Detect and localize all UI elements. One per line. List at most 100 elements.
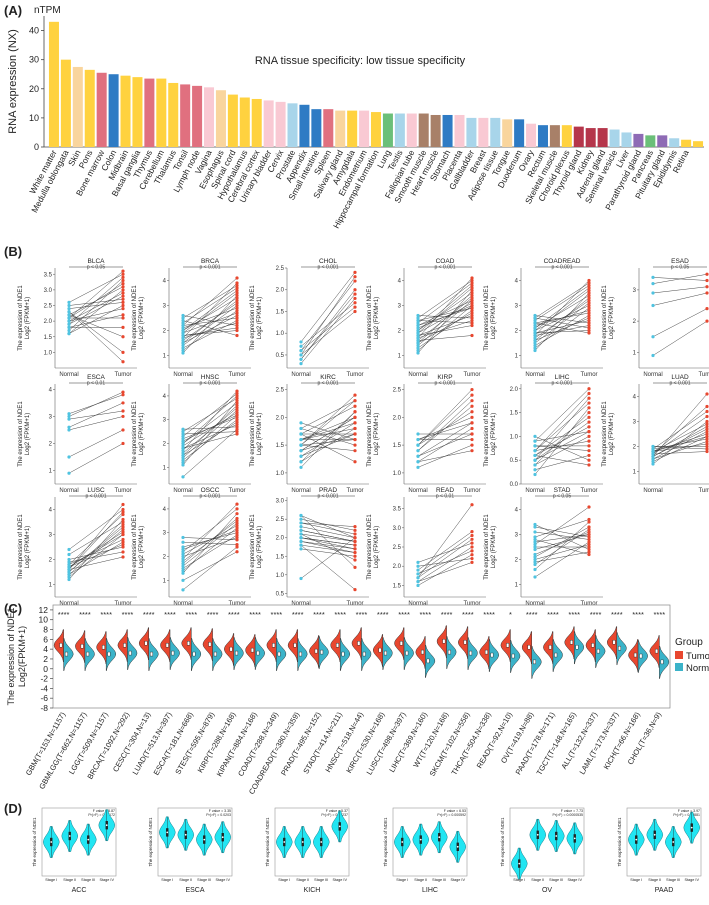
pair-line (68, 416, 124, 431)
paired-ytick-label: 1 (163, 465, 167, 471)
pvalue-label: p < 0.001 (435, 265, 456, 271)
tumor-point (705, 319, 709, 323)
normal-point (181, 540, 185, 544)
pvalue-label: p < 0.05 (671, 265, 689, 271)
normal-point (67, 300, 71, 304)
pair-line (417, 539, 473, 578)
paired-title: READ (436, 487, 454, 494)
pvalue-label: p < 0.001 (200, 265, 221, 271)
significance-mark: **** (632, 610, 644, 619)
paired-ytick-label: 1.0 (44, 350, 53, 356)
tumor-point (587, 434, 591, 438)
normal-point (299, 528, 303, 532)
paired-title: ESAD (671, 258, 689, 265)
significance-mark: **** (143, 610, 155, 619)
normal-box (596, 648, 600, 654)
pair-line (534, 290, 590, 331)
tissue-bar (442, 114, 453, 147)
paired-ylabel: The expression of NDE1 (250, 401, 256, 467)
tumor-point (470, 437, 474, 442)
paired-ylabel-unit: Log2 (FPKM+1) (139, 526, 145, 569)
normal-point (181, 453, 185, 458)
tissue-bar (144, 78, 155, 147)
tumor-point (470, 560, 474, 564)
tumor-box (421, 649, 425, 655)
pair-line (534, 320, 590, 334)
stage-median (203, 838, 206, 841)
tumor-point (470, 421, 474, 425)
pvalue-label: p < 0.01 (436, 494, 454, 500)
x-label-normal: Normal (173, 372, 192, 378)
pair-line (182, 330, 238, 336)
stage-median (184, 833, 187, 836)
paired-ytick-label: 3.0 (44, 288, 53, 294)
stage-panel-title: ESCA (185, 887, 204, 894)
pair-line (182, 320, 238, 336)
normal-point (181, 336, 185, 340)
normal-point (651, 353, 655, 358)
normal-half-violin (595, 635, 606, 669)
pair-line (300, 433, 356, 457)
paired-title: KIRC (320, 374, 336, 381)
tumor-point (353, 415, 357, 419)
pair-line (417, 307, 473, 321)
stage-label: Stage II (63, 878, 76, 882)
tumor-point (353, 309, 357, 314)
pair-line (68, 289, 124, 334)
pair-line (534, 455, 590, 466)
tumor-point (235, 306, 239, 310)
normal-half-violin (318, 636, 329, 670)
tumor-point (235, 413, 239, 417)
normal-point (299, 517, 303, 521)
normal-point (181, 554, 185, 559)
tumor-point (470, 283, 474, 288)
panel-a-unit: nTPM (34, 5, 61, 16)
normal-point (67, 316, 71, 320)
paired-ytick-label: 1.5 (276, 554, 285, 560)
tumor-point (121, 414, 125, 419)
paired-ylabel: The expression of NDE1 (484, 401, 490, 467)
normal-point (67, 552, 71, 557)
paired-ytick-label: 4 (163, 507, 167, 513)
pvalue-label: p < 0.001 (86, 494, 107, 500)
tumor-point (353, 558, 357, 562)
x-label-normal: Normal (291, 601, 310, 607)
pair-line (182, 400, 238, 466)
paired-ytick-label: 4 (49, 508, 53, 514)
pair-line (417, 433, 473, 457)
stage-label: Stage II (531, 878, 544, 882)
normal-point (67, 557, 71, 562)
tumor-point (121, 307, 125, 311)
tumor-point (235, 313, 239, 318)
stage-label: Stage IV (332, 878, 347, 882)
tumor-point (587, 525, 591, 529)
tumor-point (235, 321, 239, 325)
normal-box (235, 650, 239, 656)
normal-point (299, 437, 303, 442)
normal-half-violin (84, 638, 95, 671)
tumor-point (470, 303, 474, 308)
stage-median (401, 841, 404, 843)
tumor-half-violin (96, 631, 107, 665)
pair-line (534, 388, 590, 442)
normal-point (299, 576, 303, 581)
pair-line (300, 537, 356, 579)
normal-point (533, 336, 537, 340)
paired-ytick-label: 2.5 (393, 388, 402, 394)
normal-point (533, 555, 537, 559)
normal-point (533, 522, 537, 527)
normal-box (660, 659, 664, 665)
paired-ytick-label: 2 (515, 558, 519, 564)
normal-point (533, 331, 537, 335)
paired-ylabel-unit: Log2 (FPKM+1) (257, 526, 263, 569)
x-label-normal: Normal (525, 601, 544, 607)
tissue-bar (347, 110, 358, 147)
panel-a-ytick-label: 10 (29, 113, 39, 123)
tumor-point (353, 443, 357, 447)
tumor-point (121, 537, 125, 542)
pair-line (534, 412, 590, 466)
significance-mark: **** (377, 610, 389, 619)
tumor-point (235, 512, 239, 516)
normal-box (554, 652, 558, 658)
